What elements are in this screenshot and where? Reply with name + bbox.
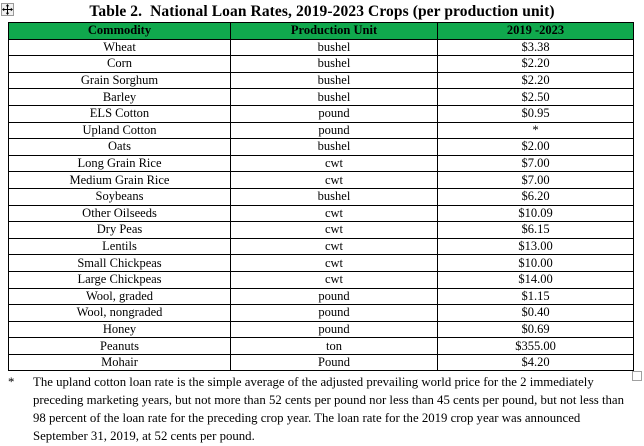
table-row: Peanuts ton $355.00: [8, 337, 634, 355]
production-unit-cell: bushel: [230, 138, 438, 156]
commodity-cell: Lentils: [8, 237, 231, 256]
production-unit-cell: pound: [230, 304, 438, 322]
loan-rates-table: Commodity Production Unit 2019 -2023 Whe…: [8, 22, 634, 372]
table-row: Other Oilseeds cwt $10.09: [8, 204, 634, 223]
header-production-unit: Production Unit: [230, 22, 438, 40]
production-unit-cell: cwt: [230, 204, 438, 223]
rate-cell: $0.40: [437, 304, 634, 322]
commodity-cell: Other Oilseeds: [8, 204, 231, 223]
commodity-cell: Upland Cotton: [8, 121, 231, 140]
table-row: ELS Cotton pound $0.95: [8, 104, 634, 123]
commodity-cell: Large Chickpeas: [8, 270, 231, 289]
commodity-cell: Barley: [8, 88, 231, 106]
rate-cell: $10.09: [437, 204, 634, 223]
table-row: Upland Cotton pound *: [8, 121, 634, 140]
commodity-cell: Wool, nongraded: [8, 304, 231, 322]
commodity-cell: Honey: [8, 320, 231, 339]
rate-cell: $3.38: [437, 38, 634, 57]
production-unit-cell: pound: [230, 287, 438, 306]
rate-cell: $2.20: [437, 71, 634, 90]
table-row: Small Chickpeas cwt $10.00: [8, 254, 634, 272]
footnote-marker: *: [8, 375, 15, 389]
table-header-row: Commodity Production Unit 2019 -2023: [8, 22, 634, 40]
rate-cell: $7.00: [437, 154, 634, 173]
table-row: Corn bushel $2.20: [8, 55, 634, 73]
commodity-cell: Mohair: [8, 353, 231, 372]
table-row: Wheat bushel $3.38: [8, 38, 634, 57]
production-unit-cell: Pound: [230, 353, 438, 372]
production-unit-cell: cwt: [230, 237, 438, 256]
table-title: Table 2. National Loan Rates, 2019-2023 …: [89, 3, 555, 20]
table-row: Wool, nongraded pound $0.40: [8, 304, 634, 322]
rate-cell: $14.00: [437, 270, 634, 289]
table-row: Dry Peas cwt $6.15: [8, 221, 634, 239]
production-unit-cell: cwt: [230, 154, 438, 173]
table-row: Barley bushel $2.50: [8, 88, 634, 106]
rate-cell: $7.00: [437, 171, 634, 189]
commodity-cell: ELS Cotton: [8, 104, 231, 123]
production-unit-cell: cwt: [230, 270, 438, 289]
table-row: Mohair Pound $4.20: [8, 353, 634, 372]
production-unit-cell: pound: [230, 121, 438, 140]
commodity-cell: Long Grain Rice: [8, 154, 231, 173]
production-unit-cell: cwt: [230, 254, 438, 272]
rate-cell: *: [437, 121, 634, 140]
rate-cell: $355.00: [437, 337, 634, 355]
rate-cell: $2.20: [437, 55, 634, 73]
table-resize-handle-icon[interactable]: [632, 371, 642, 381]
commodity-cell: Small Chickpeas: [8, 254, 231, 272]
commodity-cell: Medium Grain Rice: [8, 171, 231, 189]
rate-cell: $13.00: [437, 237, 634, 256]
table-row: Wool, graded pound $1.15: [8, 287, 634, 306]
commodity-cell: Grain Sorghum: [8, 71, 231, 90]
footnote: * The upland cotton loan rate is the sim…: [8, 373, 636, 446]
commodity-cell: Oats: [8, 138, 231, 156]
header-commodity: Commodity: [8, 22, 231, 40]
table-row: Soybeans bushel $6.20: [8, 187, 634, 206]
commodity-cell: Dry Peas: [8, 221, 231, 239]
commodity-cell: Peanuts: [8, 337, 231, 355]
table-row: Large Chickpeas cwt $14.00: [8, 270, 634, 289]
table-row: Lentils cwt $13.00: [8, 237, 634, 256]
rate-cell: $10.00: [437, 254, 634, 272]
four-way-arrow-icon: [2, 4, 13, 15]
table-row: Grain Sorghum bushel $2.20: [8, 71, 634, 90]
footnote-text: The upland cotton loan rate is the simpl…: [33, 375, 625, 444]
rate-cell: $6.20: [437, 187, 634, 206]
production-unit-cell: bushel: [230, 71, 438, 90]
table-row: Medium Grain Rice cwt $7.00: [8, 171, 634, 189]
commodity-cell: Wool, graded: [8, 287, 231, 306]
production-unit-cell: pound: [230, 320, 438, 339]
commodity-cell: Corn: [8, 55, 231, 73]
rate-cell: $0.95: [437, 104, 634, 123]
production-unit-cell: bushel: [230, 55, 438, 73]
commodity-cell: Soybeans: [8, 187, 231, 206]
production-unit-cell: cwt: [230, 221, 438, 239]
header-rate-period: 2019 -2023: [437, 22, 634, 40]
rate-cell: $4.20: [437, 353, 634, 372]
production-unit-cell: pound: [230, 104, 438, 123]
rate-cell: $0.69: [437, 320, 634, 339]
table-row: Long Grain Rice cwt $7.00: [8, 154, 634, 173]
production-unit-cell: bushel: [230, 38, 438, 57]
table-body: Wheat bushel $3.38 Corn bushel $2.20 Grain Sor…: [8, 38, 634, 372]
commodity-cell: Wheat: [8, 38, 231, 57]
rate-cell: $2.50: [437, 88, 634, 106]
production-unit-cell: bushel: [230, 88, 438, 106]
rate-cell: $6.15: [437, 221, 634, 239]
production-unit-cell: ton: [230, 337, 438, 355]
rate-cell: $2.00: [437, 138, 634, 156]
table-move-handle-icon[interactable]: [1, 3, 14, 16]
production-unit-cell: bushel: [230, 187, 438, 206]
table-row: Oats bushel $2.00: [8, 138, 634, 156]
rate-cell: $1.15: [437, 287, 634, 306]
production-unit-cell: cwt: [230, 171, 438, 189]
table-row: Honey pound $0.69: [8, 320, 634, 339]
